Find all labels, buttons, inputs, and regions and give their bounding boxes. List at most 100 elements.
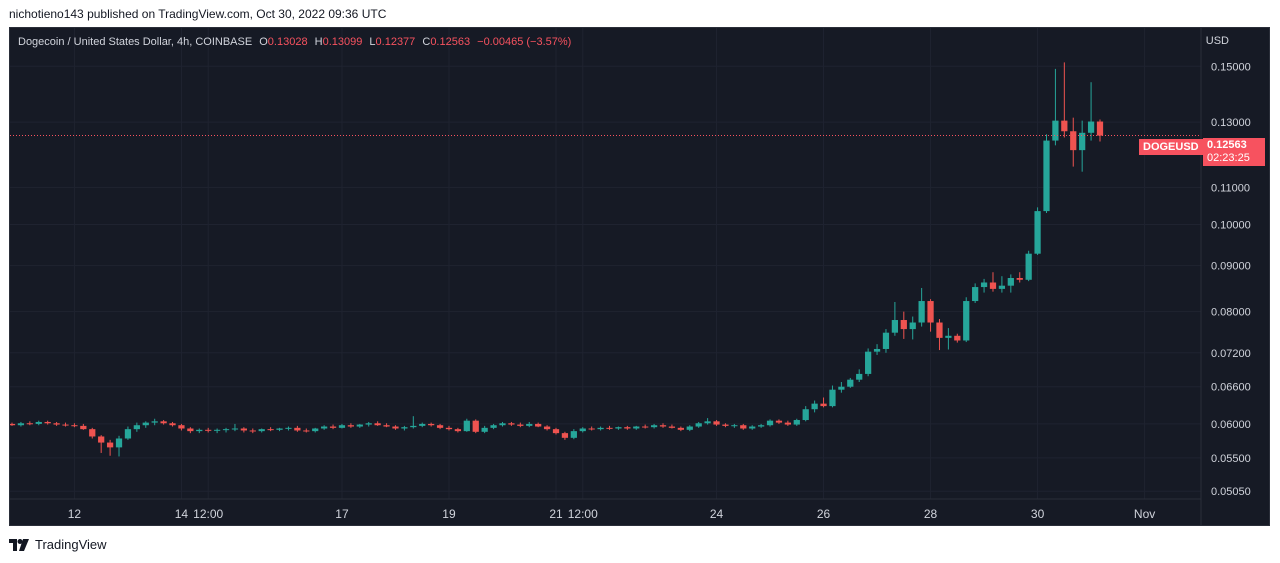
candle-body (142, 422, 149, 426)
candle-body (731, 425, 738, 427)
candle-body (106, 442, 114, 448)
candle-body (1034, 211, 1041, 254)
candle (178, 423, 185, 431)
high-key: H (314, 36, 323, 48)
y-tick-label: 0.06600 (1211, 382, 1251, 394)
candle-body (249, 430, 256, 432)
price-axis[interactable]: 0.15000 0.13000 0.11000 0.10000 0.09000 0.080… (1211, 61, 1251, 498)
x-tick-label: 12:00 (193, 507, 223, 521)
chart-frame[interactable]: 0.15000 0.13000 0.11000 0.10000 0.09000 0.080… (9, 27, 1270, 526)
candle-body (677, 427, 684, 430)
candle-body (62, 424, 69, 426)
candle (1061, 62, 1068, 138)
candle-body (481, 427, 488, 432)
candle (535, 422, 542, 428)
x-tick-label: Nov (1134, 507, 1155, 521)
symbol-tag: DOGEUSD (1139, 139, 1203, 155)
candle (1096, 119, 1104, 142)
x-tick-label: 21 (549, 507, 563, 521)
x-tick-label: 12 (68, 507, 82, 521)
candle (160, 420, 167, 425)
candle-body (312, 428, 319, 432)
candle (419, 422, 426, 428)
high-value: 0.13099 (322, 36, 363, 48)
candle (900, 311, 907, 339)
candle-body (722, 424, 729, 426)
candle-body (428, 423, 435, 426)
candle (677, 426, 684, 432)
candle-body (401, 427, 408, 429)
candle-body (757, 425, 765, 427)
candle (490, 423, 497, 430)
low-value: 0.12377 (375, 36, 416, 48)
candle (588, 426, 595, 431)
candle-body (169, 423, 176, 426)
time-axis[interactable]: 12 14 12:00 17 19 21 12:00 24 26 28 30 Nov (10, 498, 1201, 521)
candle (847, 377, 854, 388)
candle-body (222, 429, 230, 431)
x-tick-label: 17 (335, 507, 349, 521)
candle-body (419, 423, 426, 426)
candle-body (749, 426, 756, 429)
candle-body (766, 420, 774, 426)
x-tick-label: 19 (442, 507, 456, 521)
tradingview-footer[interactable]: TradingView (9, 537, 107, 552)
candle-body (838, 386, 845, 390)
candle-body (713, 421, 720, 425)
y-tick-label: 0.07200 (1211, 348, 1251, 360)
candle-body (517, 424, 524, 426)
candle (749, 425, 756, 430)
candle-body (704, 421, 711, 424)
candle-body (71, 425, 78, 427)
candle-body (740, 425, 747, 429)
candle-body (1052, 120, 1059, 141)
candle (838, 382, 845, 393)
candle (312, 427, 319, 433)
candle-body (820, 403, 827, 407)
candle-body (650, 425, 658, 428)
candlestick-chart[interactable]: 0.15000 0.13000 0.11000 0.10000 0.09000 0.080… (10, 28, 1269, 525)
candle (303, 428, 310, 433)
candle (704, 418, 711, 425)
candle (784, 420, 791, 426)
candle (98, 435, 105, 453)
candle-body (115, 438, 123, 448)
candle-body (980, 282, 988, 288)
last-price-value: 0.12563 (1207, 139, 1247, 151)
candle-body (329, 426, 337, 428)
candle (526, 421, 533, 428)
candle (624, 425, 631, 430)
candle-body (213, 429, 221, 431)
candle (954, 333, 961, 343)
candle-body (80, 425, 87, 430)
y-tick-label: 0.09000 (1211, 261, 1251, 273)
candle-body (276, 428, 283, 430)
candle (249, 428, 256, 434)
x-tick-label: 14 (175, 507, 189, 521)
candle (169, 421, 176, 427)
candle-body (205, 429, 212, 431)
candle (258, 428, 265, 433)
candle-body (588, 428, 595, 430)
candle-body (187, 428, 194, 432)
candle (686, 425, 693, 432)
candle (633, 425, 640, 430)
x-tick-label: 12:00 (568, 507, 598, 521)
candle-body (954, 335, 961, 341)
candle-body (231, 428, 239, 430)
candle (401, 425, 408, 431)
candle (731, 423, 738, 428)
candle (740, 423, 747, 430)
open-key: O (259, 36, 268, 48)
candle (454, 427, 462, 433)
candle-body (597, 427, 604, 430)
candle-body (26, 423, 33, 425)
candle-body (490, 425, 497, 428)
candle (463, 418, 470, 432)
candle (856, 369, 863, 383)
candle-body (624, 427, 631, 429)
symbol-title: Dogecoin / United States Dollar, 4h, COI… (18, 36, 253, 48)
candle (151, 418, 158, 426)
candle-body (196, 429, 203, 432)
candle-body (873, 348, 881, 352)
